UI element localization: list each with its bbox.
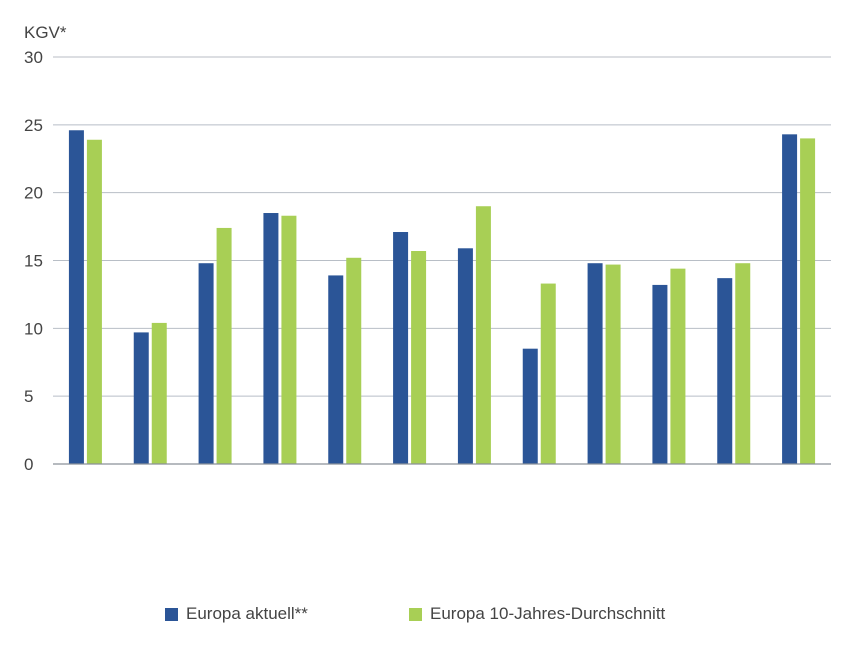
legend-label-series-2: Europa 10-Jahres-Durchschnitt <box>430 604 666 623</box>
bar-series-2-group-7 <box>475 206 491 464</box>
bar-series-2-group-3 <box>216 227 232 464</box>
bar-series-1-group-5 <box>328 275 344 464</box>
y-tick-label: 10 <box>24 319 43 338</box>
bars <box>68 130 816 465</box>
legend-label-series-1: Europa aktuell** <box>186 604 308 623</box>
bar-series-2-group-9 <box>605 264 621 464</box>
bar-series-1-group-4 <box>263 213 279 464</box>
bar-series-1-group-7 <box>457 248 473 464</box>
legend-swatch-series-2 <box>409 607 422 621</box>
bar-series-2-group-10 <box>670 268 686 464</box>
legend-item-series-1: Europa aktuell** <box>165 604 308 624</box>
bar-series-1-group-6 <box>393 232 409 464</box>
bar-series-1-group-9 <box>587 263 603 464</box>
bar-series-2-group-8 <box>540 283 556 464</box>
bar-chart: KGV* 0 5 10 15 20 25 30 <box>24 23 831 474</box>
y-tick-labels: 0 5 10 15 20 25 30 <box>24 48 43 474</box>
bar-series-1-group-2 <box>133 332 149 464</box>
y-axis-label: KGV* <box>24 23 67 42</box>
y-tick-label: 20 <box>24 184 43 203</box>
bar-series-2-group-12 <box>800 138 816 464</box>
bar-series-1-group-10 <box>652 284 668 464</box>
bar-series-1-group-1 <box>68 130 84 464</box>
legend-swatch-series-1 <box>165 607 178 621</box>
y-tick-label: 15 <box>24 252 43 271</box>
bar-series-2-group-6 <box>411 251 427 464</box>
bar-series-1-group-12 <box>782 134 798 464</box>
bar-series-1-group-8 <box>522 348 538 464</box>
legend: Europa aktuell** Europa 10-Jahres-Durchs… <box>0 604 853 628</box>
bar-series-2-group-11 <box>735 263 751 464</box>
bar-series-2-group-5 <box>346 257 362 464</box>
legend-item-series-2: Europa 10-Jahres-Durchschnitt <box>409 604 665 624</box>
y-tick-label: 25 <box>24 116 43 135</box>
bar-series-1-group-11 <box>717 278 733 464</box>
y-tick-label: 0 <box>24 455 33 474</box>
bar-series-2-group-4 <box>281 215 297 464</box>
bar-series-1-group-3 <box>198 263 214 464</box>
y-tick-label: 30 <box>24 48 43 67</box>
y-tick-label: 5 <box>24 387 33 406</box>
bar-series-2-group-1 <box>86 139 102 465</box>
gridlines <box>53 56 831 397</box>
bar-series-2-group-2 <box>151 322 167 464</box>
